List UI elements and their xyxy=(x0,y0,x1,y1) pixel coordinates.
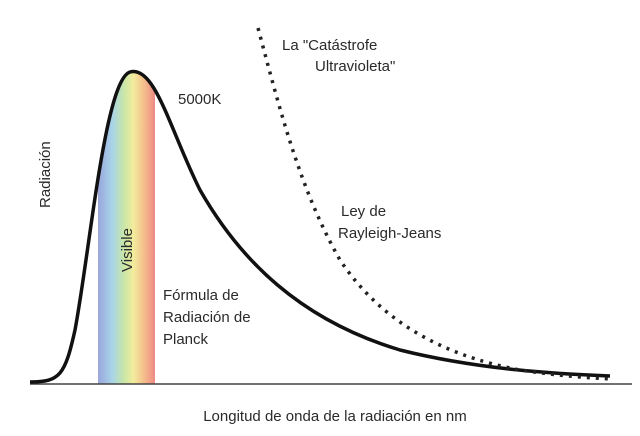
x-axis-label: Longitud de onda de la radiación en nm xyxy=(203,408,467,425)
annotation: Visible xyxy=(119,228,136,272)
planck-curve xyxy=(29,69,611,384)
annotation: Fórmula de xyxy=(163,287,239,304)
annotation: 5000K xyxy=(178,91,221,108)
annotation: Ultravioleta" xyxy=(315,58,395,75)
annotation: Radiación de xyxy=(163,309,251,326)
annotation: Rayleigh-Jeans xyxy=(338,225,441,242)
annotation: La "Catástrofe xyxy=(282,37,377,54)
annotation: Ley de xyxy=(341,203,386,220)
y-axis-label: Radiación xyxy=(37,141,54,208)
annotation: Planck xyxy=(163,331,209,348)
rayleigh-jeans-curve xyxy=(256,27,613,381)
visible-band xyxy=(98,71,155,384)
